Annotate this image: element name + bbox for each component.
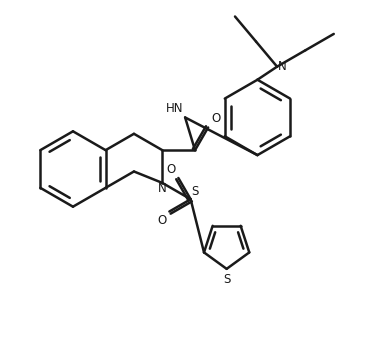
Text: O: O <box>157 214 166 226</box>
Text: HN: HN <box>166 102 183 116</box>
Text: S: S <box>223 273 230 286</box>
Text: S: S <box>192 185 199 198</box>
Text: O: O <box>211 113 220 125</box>
Text: O: O <box>166 163 176 176</box>
Text: N: N <box>158 182 167 195</box>
Text: N: N <box>278 60 287 73</box>
